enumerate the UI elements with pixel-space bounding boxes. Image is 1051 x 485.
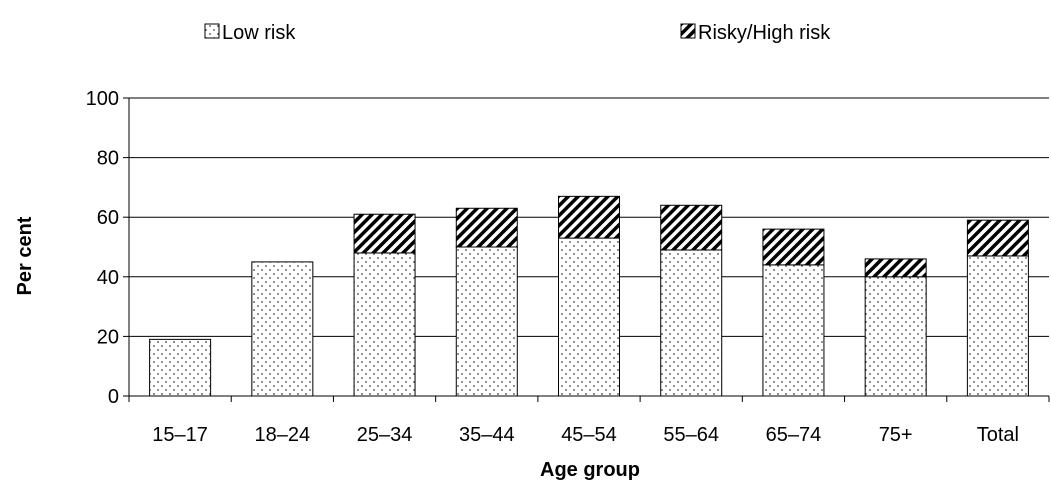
legend-label-low-risk: Low risk (222, 22, 296, 44)
legend-swatch-low-risk (204, 23, 220, 39)
x-axis-title: Age group (540, 459, 640, 481)
bar-low-risk-3 (455, 246, 518, 397)
legend-item-risky-high-risk: Risky/High risk (680, 22, 831, 44)
x-tick-label: Total (977, 424, 1019, 446)
x-tick-label: 55–64 (663, 424, 719, 446)
x-tick-label: 18–24 (255, 424, 311, 446)
bar-low-risk-6 (762, 264, 825, 397)
legend-label-risky-high-risk: Risky/High risk (698, 22, 831, 44)
y-tick-label: 60 (97, 207, 119, 229)
legend: Low risk Risky/High risk (204, 22, 831, 44)
x-tick-labels: 15–17 18–24 25–34 35–44 45–54 55–64 65–74 75+ To… (152, 424, 1019, 446)
x-tick-label: 35–44 (459, 424, 515, 446)
legend-swatch-risky-high-risk (680, 23, 696, 39)
bar-risky-high-risk-2 (353, 213, 416, 254)
bar-risky-high-risk-5 (660, 204, 723, 251)
y-tick-label: 80 (97, 148, 119, 170)
axes (123, 97, 1050, 402)
x-tick-label: 65–74 (766, 424, 822, 446)
bars (149, 195, 1029, 397)
y-tick-label: 0 (108, 386, 119, 408)
y-tick-label: 100 (86, 88, 119, 110)
x-tick-label: 45–54 (561, 424, 617, 446)
x-tick-label: 75+ (879, 424, 913, 446)
y-axis-title: Per cent (14, 216, 36, 295)
x-tick-label: 15–17 (152, 424, 208, 446)
bar-low-risk-1 (251, 261, 314, 397)
y-tick-labels: 0 20 40 60 80 100 (86, 88, 119, 408)
bar-risky-high-risk-6 (762, 228, 825, 266)
bar-low-risk-5 (660, 249, 723, 397)
y-tick-label: 20 (97, 326, 119, 348)
bar-low-risk-0 (149, 338, 212, 397)
bar-risky-high-risk-4 (558, 195, 620, 239)
bar-risky-high-risk-3 (455, 207, 518, 248)
x-tick-label: 25–34 (357, 424, 413, 446)
legend-item-low-risk: Low risk (204, 22, 296, 44)
bar-low-risk-7 (864, 276, 927, 397)
y-tick-label: 40 (97, 267, 119, 289)
bar-low-risk-4 (558, 237, 620, 397)
bar-low-risk-2 (353, 252, 416, 397)
bar-low-risk-8 (966, 255, 1029, 397)
bar-risky-high-risk-7 (864, 258, 927, 278)
bar-risky-high-risk-8 (966, 219, 1029, 257)
